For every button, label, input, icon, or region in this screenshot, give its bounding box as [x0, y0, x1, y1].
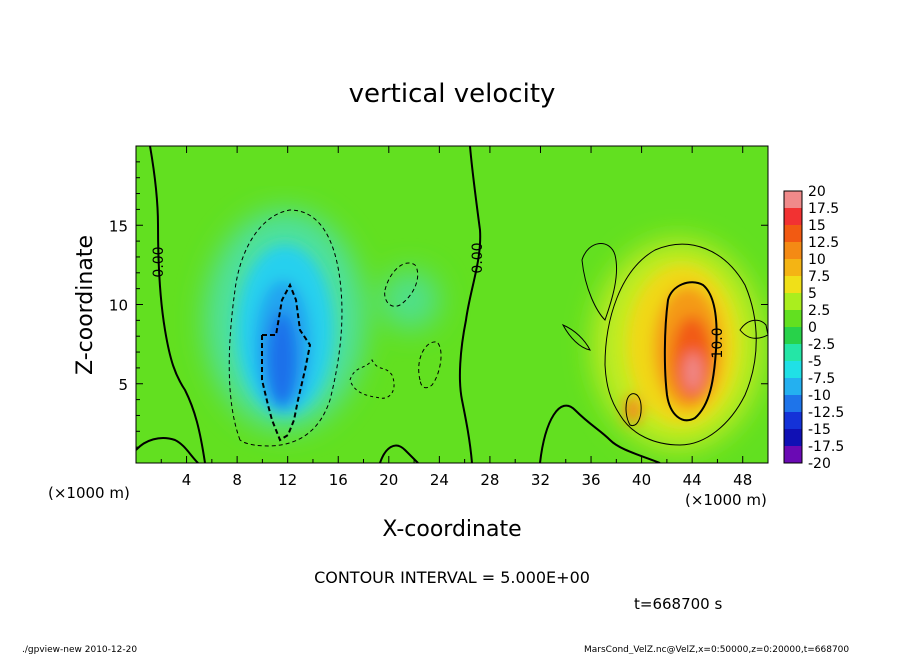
x-tick-label: 28: [480, 471, 499, 489]
footer-left: ./gpview-new 2010-12-20: [22, 645, 137, 654]
colorbar-label: 0: [808, 320, 817, 336]
colorbar-bin: [784, 395, 802, 412]
colorbar-label: -15: [808, 422, 831, 438]
colorbar-frame: [783, 190, 803, 464]
neg-contour-upper: [384, 262, 419, 307]
x-tick-label: 20: [379, 471, 398, 489]
y-tick-label: 15: [109, 217, 128, 235]
colorbar-label: 2.5: [808, 303, 830, 319]
zero-contour-bottom-left: [136, 437, 199, 463]
neg-contour-small: [418, 341, 442, 389]
colorbar-bin: [784, 327, 802, 344]
colorbar-label: -2.5: [808, 337, 835, 353]
zero-contour-bottom-mid: [379, 444, 419, 463]
x-tick-label: 36: [581, 471, 600, 489]
colorbar-bin: [784, 276, 802, 293]
pos-contour-ray: [561, 323, 591, 351]
colorbar-bin: [784, 429, 802, 446]
pos-contour-small: [625, 393, 642, 427]
zero-contour-middle: [458, 146, 482, 463]
colorbar-bin: [784, 361, 802, 378]
colorbar-label: -20: [808, 456, 831, 472]
colorbar-bin: [784, 446, 802, 463]
colorbar-bin: [784, 191, 802, 208]
x-axis-ticks: 4 8 12 16 20 24 28 32 36 40 44 48: [160, 146, 752, 489]
pos-contour-right: [739, 319, 768, 339]
colorbar-label: 5: [808, 286, 817, 302]
chart-title: vertical velocity: [349, 79, 556, 109]
pos-contour-upper: [581, 243, 618, 321]
plot-area: 0.00 0.00 10.0 4 8 12 16 20 24 28 32 36 40 44 48 51…: [109, 145, 769, 489]
colorbar-label: 10: [808, 252, 826, 268]
colorbar-label: -12.5: [808, 405, 844, 421]
colorbar-bin: [784, 412, 802, 429]
small-updraft: [624, 396, 642, 424]
colorbar-bin: [784, 378, 802, 395]
x-axis-label: X-coordinate: [382, 517, 521, 542]
colorbar-bin: [784, 242, 802, 259]
x-tick-label: 12: [278, 471, 297, 489]
x-tick-label: 48: [733, 471, 752, 489]
time-stamp: t=668700 s: [634, 595, 722, 613]
neg-contour-10: [261, 282, 312, 442]
colorbar-bin: [784, 344, 802, 361]
contour-label-updraft: 10.0: [710, 327, 726, 358]
colorbar-bin: [784, 225, 802, 242]
zero-contour-left: [149, 146, 206, 463]
colorbar-label: -17.5: [808, 439, 844, 455]
x-tick-label: 24: [430, 471, 449, 489]
colorbar-label: -10: [808, 388, 831, 404]
weak-downdraft-right: [380, 270, 440, 330]
y-tick-label: 5: [118, 376, 128, 394]
y-tick-label: 10: [109, 297, 128, 315]
y-axis-label: Z-coordinate: [73, 235, 98, 375]
velocity-field: [136, 146, 768, 463]
x-tick-label: 8: [232, 471, 242, 489]
pos-contour-10: [663, 281, 718, 422]
neg-contour-wiggle: [349, 359, 395, 399]
contour-label-left: 0.00: [151, 246, 167, 277]
contour-label-middle: 0.00: [470, 242, 486, 273]
colorbar-label: 15: [808, 218, 826, 234]
footer-right: MarsCond_VelZ.nc@VelZ,x=0:50000,z=0:2000…: [584, 645, 849, 654]
contour-interval-text: CONTOUR INTERVAL = 5.000E+00: [314, 568, 590, 587]
updraft-peak: [684, 352, 702, 392]
colorbar-label: 12.5: [808, 235, 839, 251]
x-tick-label: 4: [182, 471, 192, 489]
x-axis-unit-left: (×1000 m): [48, 484, 130, 502]
colorbar-bin: [784, 208, 802, 225]
x-tick-label: 32: [531, 471, 550, 489]
x-axis-unit-right: (×1000 m): [685, 491, 767, 509]
colorbar-bin: [784, 310, 802, 327]
zero-contour-bottom-right: [539, 404, 661, 463]
x-tick-label: 40: [632, 471, 651, 489]
y-axis-ticks: 5 10 15: [109, 161, 768, 448]
colorbar-bin: [784, 259, 802, 276]
colorbar: 2017.51512.5107.552.50-2.5-5-7.5-10-12.5…: [784, 184, 844, 472]
pos-contour-5: [604, 243, 757, 446]
colorbar-label: -5: [808, 354, 822, 370]
x-tick-label: 44: [683, 471, 702, 489]
colorbar-label: -7.5: [808, 371, 835, 387]
downdraft-core: [267, 312, 297, 408]
colorbar-label: 20: [808, 184, 826, 200]
colorbar-bin: [784, 293, 802, 310]
colorbar-label: 17.5: [808, 201, 839, 217]
x-tick-label: 16: [329, 471, 348, 489]
colorbar-label: 7.5: [808, 269, 830, 285]
